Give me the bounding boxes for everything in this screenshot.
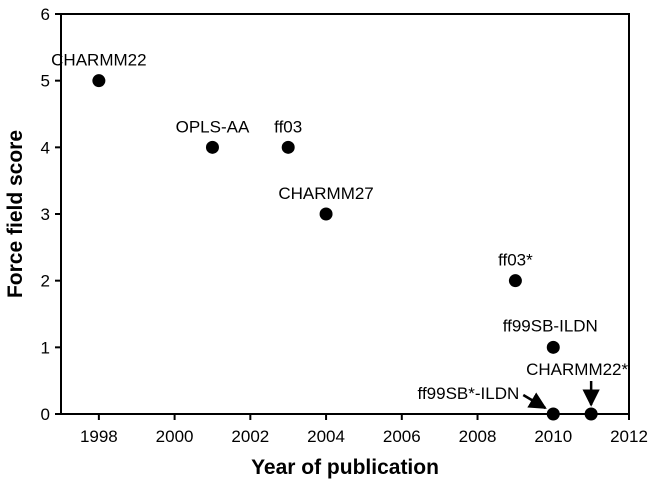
point-label: ff99SB*-ILDN (418, 384, 520, 403)
y-tick-label: 1 (41, 338, 50, 357)
x-tick-label: 2002 (231, 427, 269, 446)
arrow-ff99sb-star-ildn (522, 392, 547, 410)
data-points: CHARMM22 OPLS-AA ff03 CHARMM27 ff03* ff99SB-I… (51, 51, 629, 421)
x-tick-label: 2012 (610, 427, 648, 446)
y-tick-label: 5 (41, 72, 50, 91)
point-label: ff03* (498, 251, 533, 270)
x-axis-title: Year of publication (251, 456, 439, 479)
x-tick-label: 2006 (383, 427, 421, 446)
y-tick-label: 2 (41, 272, 50, 291)
x-tick-label: 1998 (80, 427, 118, 446)
x-tick-label: 2000 (156, 427, 194, 446)
data-point (92, 74, 106, 88)
plot-frame (60, 13, 630, 415)
y-axis-title: Force field score (4, 130, 27, 298)
point-label: CHARMM22 (51, 51, 146, 70)
data-point (546, 340, 560, 354)
point-label: OPLS-AA (176, 117, 250, 136)
y-tick-label: 3 (41, 205, 50, 224)
x-axis-ticks: 1998 2000 2002 2004 2006 2008 2010 2012 (80, 414, 648, 446)
x-tick-label: 2004 (307, 427, 345, 446)
y-tick-label: 4 (41, 138, 50, 157)
annotation-arrows (522, 381, 600, 410)
data-point (584, 407, 598, 421)
point-label: CHARMM27 (278, 184, 373, 203)
data-point (508, 274, 522, 288)
point-label: ff03 (274, 117, 302, 136)
data-point (205, 140, 219, 154)
x-tick-label: 2010 (534, 427, 572, 446)
data-point (319, 207, 333, 221)
point-label: ff99SB-ILDN (503, 316, 598, 335)
x-tick-label: 2008 (459, 427, 497, 446)
point-label: CHARMM22* (526, 360, 628, 379)
data-point (281, 140, 295, 154)
y-tick-label: 6 (41, 5, 50, 24)
y-axis-ticks: 0 1 2 3 4 5 6 (41, 5, 61, 424)
y-tick-label: 0 (41, 405, 50, 424)
data-point (546, 407, 560, 421)
